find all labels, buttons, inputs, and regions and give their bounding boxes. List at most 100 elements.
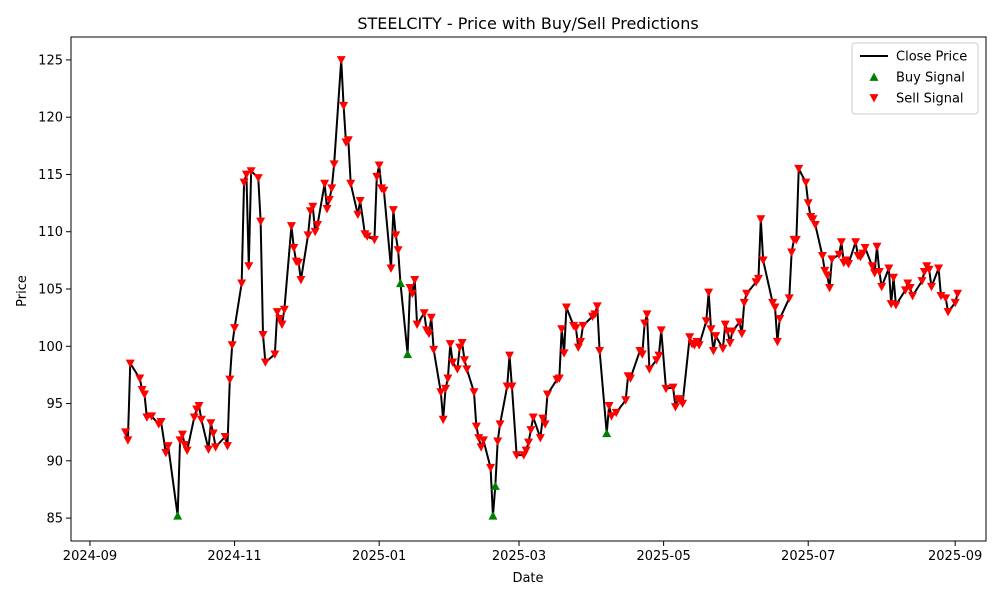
sell-signal-marker	[369, 235, 379, 245]
x-axis: 2024-09 2024-11 2025-01 2025-03 2025-05 2025-…	[63, 541, 982, 564]
y-tick-label: 110	[38, 225, 63, 240]
buy-signal-marker	[173, 511, 183, 520]
sell-signal-marker	[237, 279, 247, 288]
sell-signal-marker	[329, 160, 339, 169]
sell-signal-marker	[867, 262, 877, 271]
sell-signal-marker	[443, 374, 453, 383]
buy-signal-marker	[490, 481, 500, 490]
sell-signal-marker	[817, 251, 827, 261]
sell-signal-marker	[386, 264, 396, 273]
sell-signal-marker	[678, 399, 688, 409]
sell-signal-marker	[244, 262, 254, 271]
sell-signal-marker	[194, 402, 204, 411]
sell-signal-marker	[308, 202, 318, 212]
x-tick-label: 2025-03	[492, 549, 546, 564]
x-tick-label: 2025-09	[928, 549, 982, 564]
sell-signal-marker	[286, 222, 296, 231]
sell-signal-marker	[505, 351, 515, 360]
sell-signal-marker	[303, 231, 313, 240]
sell-signal-marker	[637, 350, 647, 359]
sell-signal-marker	[324, 195, 334, 205]
y-tick-label: 100	[38, 340, 63, 355]
sell-signal-marker	[844, 259, 854, 269]
sell-signal-marker	[322, 204, 332, 214]
sell-signal-marker	[640, 319, 650, 328]
sell-signal-marker	[654, 351, 664, 360]
sell-signal-marker	[459, 356, 469, 365]
sell-signal-marker	[784, 294, 794, 303]
sell-signal-marker	[135, 374, 145, 383]
sell-signal-marker	[346, 179, 356, 189]
sell-signal-marker	[208, 429, 218, 438]
sell-signal-marker	[289, 243, 299, 253]
sell-signal-marker	[708, 347, 718, 356]
sell-signal-marker	[438, 415, 448, 425]
sell-signal-marker	[474, 434, 484, 443]
y-tick-label: 85	[46, 512, 63, 527]
sell-signal-marker	[526, 426, 536, 435]
sell-signal-marker	[320, 179, 330, 189]
sell-signal-marker	[874, 267, 884, 277]
sell-signal-marker	[642, 310, 652, 319]
sell-signal-marker	[196, 415, 206, 425]
sell-signal-marker	[950, 298, 960, 308]
sell-signal-marker	[808, 215, 818, 224]
sell-signal-marker	[900, 286, 910, 295]
sell-signal-marker	[595, 347, 605, 356]
sell-signal-marker	[507, 382, 517, 391]
sell-signal-marker	[225, 375, 235, 384]
sell-signal-marker	[429, 345, 439, 355]
sell-signal-marker	[889, 273, 899, 283]
sell-signal-marker	[448, 358, 458, 367]
legend-sell-signal-swatch	[869, 94, 879, 103]
sell-signal-marker	[445, 340, 455, 349]
sell-signal-marker	[343, 136, 353, 145]
sell-signal-marker	[476, 443, 486, 452]
y-axis-label: Price	[15, 275, 30, 307]
sell-signal-marker	[424, 329, 434, 339]
sell-signal-marker	[787, 248, 797, 257]
y-tick-label: 105	[38, 283, 63, 298]
sell-signal-marker	[336, 56, 346, 65]
sell-signal-marker	[372, 172, 382, 182]
sell-signal-marker	[559, 349, 569, 358]
sell-signal-marker	[604, 402, 614, 411]
sell-signal-marker	[313, 221, 323, 230]
sell-signal-marker	[156, 418, 166, 427]
sell-signal-marker	[827, 255, 837, 264]
sell-signal-marker	[478, 436, 488, 445]
sell-signal-marker	[877, 282, 887, 292]
sell-signal-marker	[147, 412, 157, 421]
sell-signal-marker	[538, 414, 548, 423]
sell-signal-marker	[803, 199, 813, 208]
x-tick-label: 2025-01	[352, 549, 406, 564]
sell-signal-marker	[737, 329, 747, 339]
x-tick-label: 2024-09	[63, 549, 117, 564]
sell-signal-marker	[758, 256, 768, 265]
y-axis: 85 90 95 100 105 110 115 120 125	[38, 53, 71, 527]
sell-signal-marker	[407, 289, 417, 299]
sell-signal-marker	[258, 330, 268, 340]
sell-signal-marker	[934, 264, 944, 273]
sell-signal-marker	[836, 238, 846, 247]
sell-signal-marker	[768, 298, 778, 308]
x-tick-label: 2025-05	[636, 549, 690, 564]
sell-signal-marker	[177, 430, 187, 439]
sell-signal-marker	[884, 264, 894, 273]
sell-signal-marker	[189, 413, 199, 422]
sell-signal-marker	[891, 301, 901, 310]
sell-signal-marker	[410, 276, 420, 285]
x-tick-label: 2025-07	[781, 549, 835, 564]
legend-label: Sell Signal	[896, 92, 964, 107]
sell-signal-marker	[355, 196, 365, 206]
sell-signal-marker	[872, 242, 882, 252]
sell-signal-marker	[471, 422, 481, 431]
sell-signal-marker	[953, 289, 963, 299]
sell-signal-marker	[590, 310, 600, 319]
sell-signal-marker	[917, 277, 927, 286]
sell-signal-marker	[770, 303, 780, 312]
sell-signal-marker	[554, 374, 564, 383]
sell-signal-marker	[374, 161, 384, 170]
y-tick-label: 125	[38, 53, 63, 68]
sell-signal-marker	[822, 271, 832, 280]
